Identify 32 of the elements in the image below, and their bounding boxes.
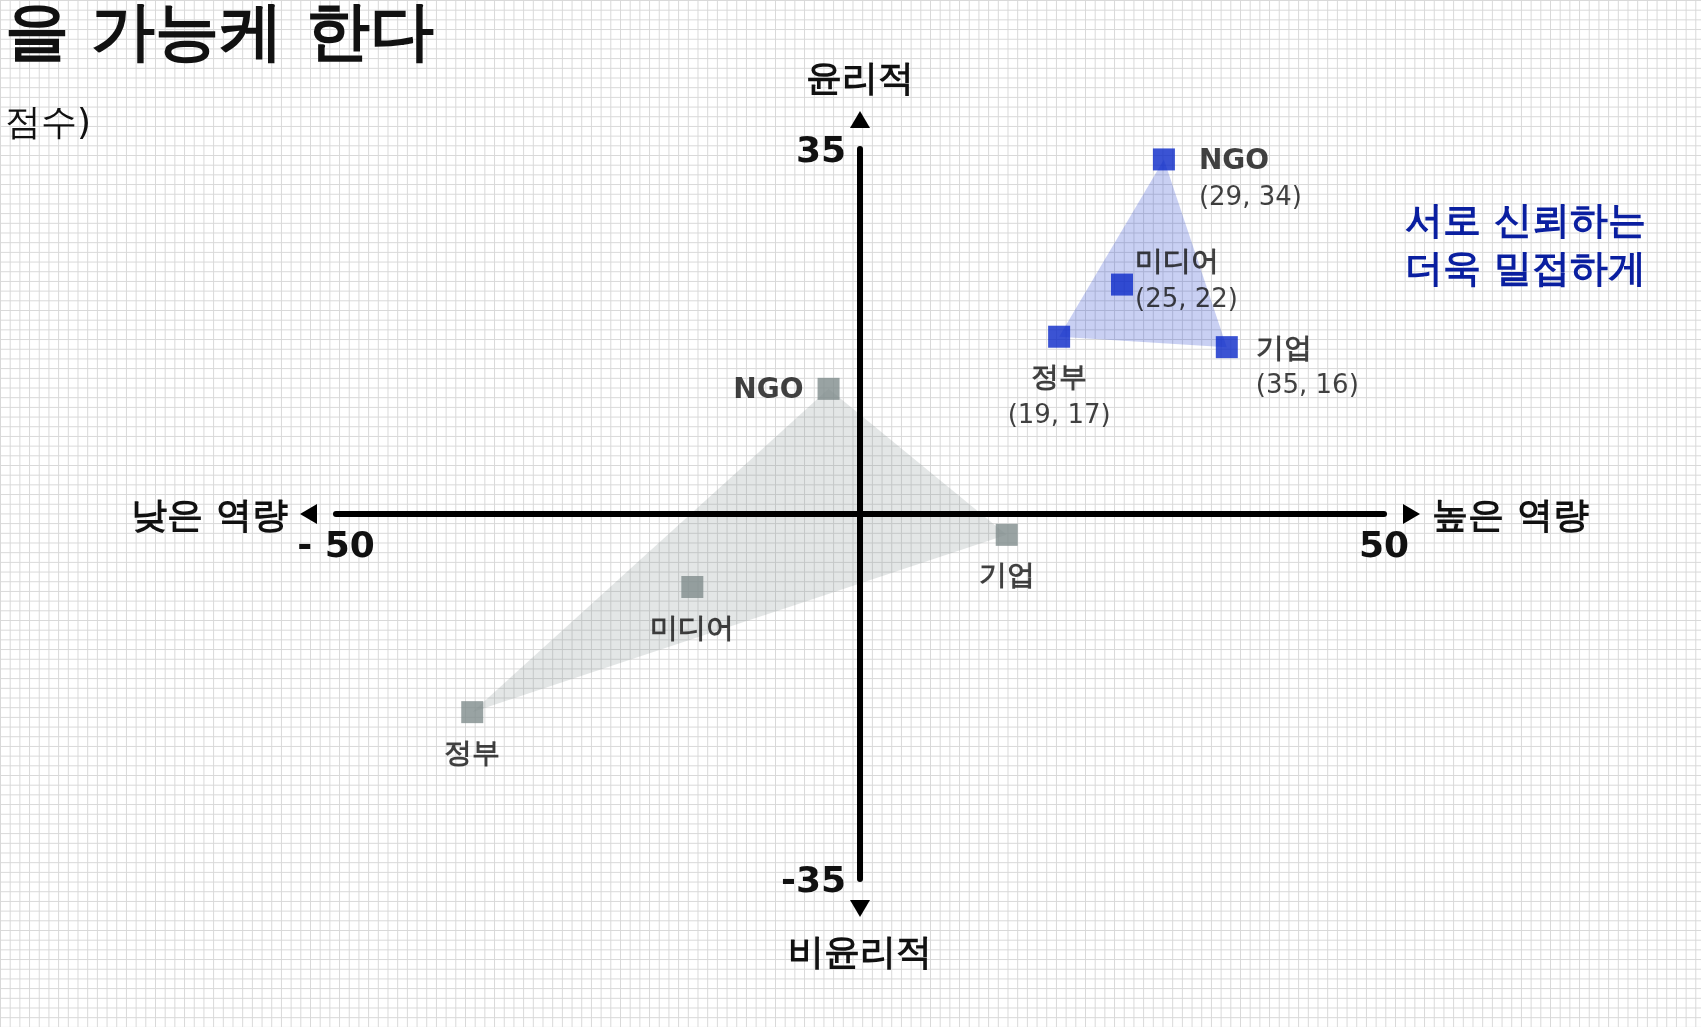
point: [817, 377, 840, 400]
annotation: 기업: [1255, 330, 1312, 364]
y-axis-title: 윤리적: [806, 56, 914, 98]
point: [1215, 336, 1238, 359]
point: [1048, 325, 1071, 348]
text: 더욱 밀접하게: [1405, 246, 1647, 290]
x-tick-label: 50: [1358, 523, 1410, 565]
chart-subtitle: 점수): [5, 100, 92, 142]
point: [1152, 148, 1175, 171]
data-label: (25, 22): [1135, 282, 1238, 313]
annotation: 미디어: [1135, 244, 1219, 278]
point: [995, 523, 1018, 546]
point: [681, 576, 704, 598]
y-tick-label: -35: [780, 858, 846, 900]
x-axis-title: 높은 역량: [1432, 493, 1589, 535]
annotation: NGO: [1198, 142, 1270, 176]
x-tick-label: - 50: [297, 523, 375, 565]
text: 낮은 역량: [131, 493, 288, 535]
chart-title: 을 가능케 한다: [5, 0, 434, 68]
data-label: (29, 34): [1198, 181, 1302, 212]
annotation: 정부: [444, 735, 501, 769]
annotation: NGO: [733, 372, 804, 406]
annotation: 미디어: [650, 610, 735, 644]
data-label: (35, 16): [1255, 369, 1359, 400]
point: [461, 701, 484, 724]
annotation: 정부: [1031, 360, 1088, 394]
y-tick-label: 35: [795, 128, 846, 170]
data-label: (19, 17): [1007, 398, 1111, 429]
text: 비윤리적: [788, 930, 932, 972]
point: [1111, 273, 1133, 296]
text: 서로 신뢰하는: [1405, 198, 1647, 242]
annotation: 기업: [978, 558, 1035, 592]
